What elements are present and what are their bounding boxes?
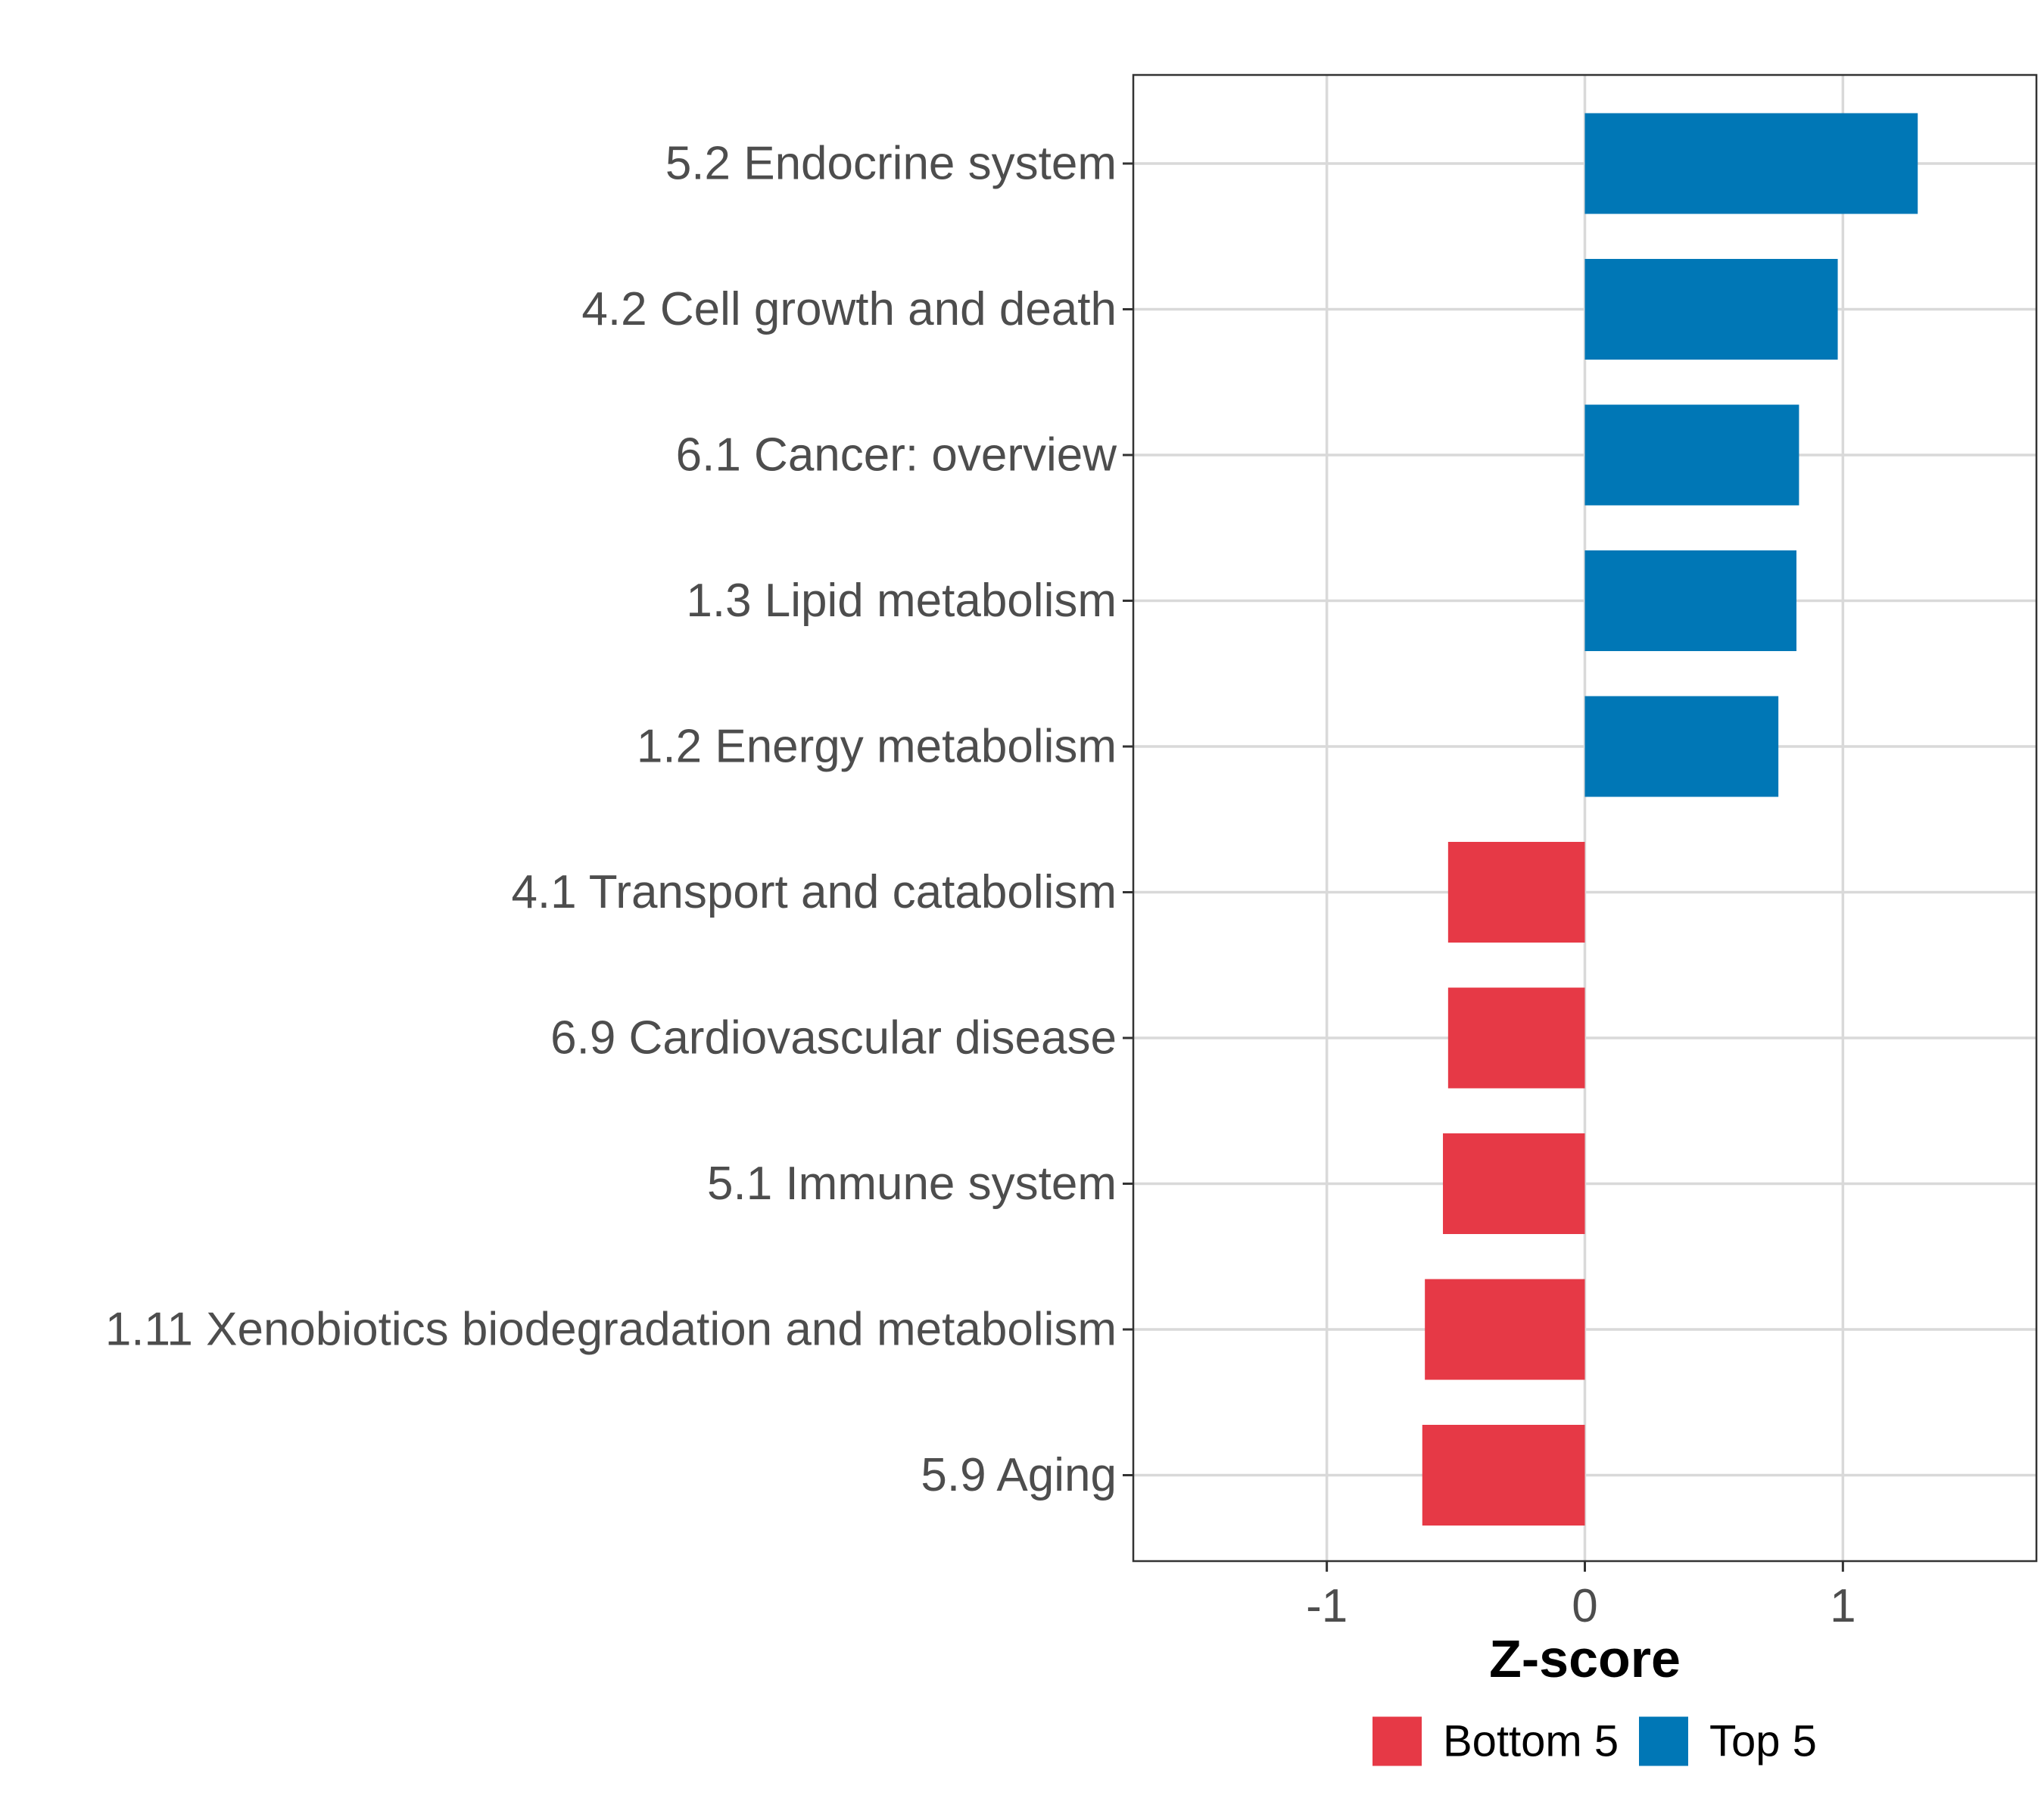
- y-tick-label: 5.9 Aging: [921, 1449, 1117, 1501]
- x-axis: -1 0 1: [1306, 1561, 1856, 1632]
- bar-bottom: [1447, 987, 1585, 1089]
- y-axis: 5.2 Endocrine system 4.2 Cell growth and …: [105, 138, 1133, 1501]
- legend-label: Top 5: [1709, 1717, 1817, 1766]
- y-tick-label: 6.1 Cancer: overview: [676, 429, 1117, 482]
- x-axis-title: Z-score: [1489, 1629, 1681, 1688]
- bar-bottom: [1422, 1425, 1585, 1526]
- y-tick-label: 1.2 Energy metabolism: [637, 721, 1117, 773]
- y-tick-label: 6.9 Cardiovascular disease: [550, 1012, 1117, 1064]
- bar-top: [1584, 550, 1797, 651]
- bar-bottom: [1443, 1133, 1585, 1234]
- bars-layer: [1422, 113, 1918, 1526]
- legend: Bottom 5 Top 5: [1373, 1716, 1817, 1766]
- y-tick-label: 1.3 Lipid metabolism: [686, 575, 1117, 627]
- y-tick-label: 4.1 Transport and catabolism: [511, 866, 1117, 918]
- bar-bottom: [1447, 842, 1585, 943]
- bar-top: [1584, 696, 1779, 797]
- legend-label: Bottom 5: [1443, 1717, 1619, 1766]
- bar-bottom: [1425, 1279, 1585, 1380]
- x-tick-label: -1: [1306, 1580, 1348, 1632]
- y-tick-label: 1.11 Xenobiotics biodegradation and meta…: [105, 1304, 1117, 1356]
- legend-key-top: [1639, 1716, 1688, 1766]
- y-tick-label: 5.2 Endocrine system: [665, 138, 1117, 190]
- bar-top: [1584, 113, 1918, 214]
- bar-top: [1584, 259, 1838, 360]
- x-tick-label: 0: [1572, 1580, 1597, 1632]
- y-tick-label: 5.1 Immune system: [707, 1158, 1117, 1210]
- legend-key-bottom: [1373, 1716, 1422, 1766]
- bar-top: [1584, 404, 1799, 506]
- y-tick-label: 4.2 Cell growth and death: [581, 283, 1117, 335]
- x-tick-label: 1: [1830, 1580, 1855, 1632]
